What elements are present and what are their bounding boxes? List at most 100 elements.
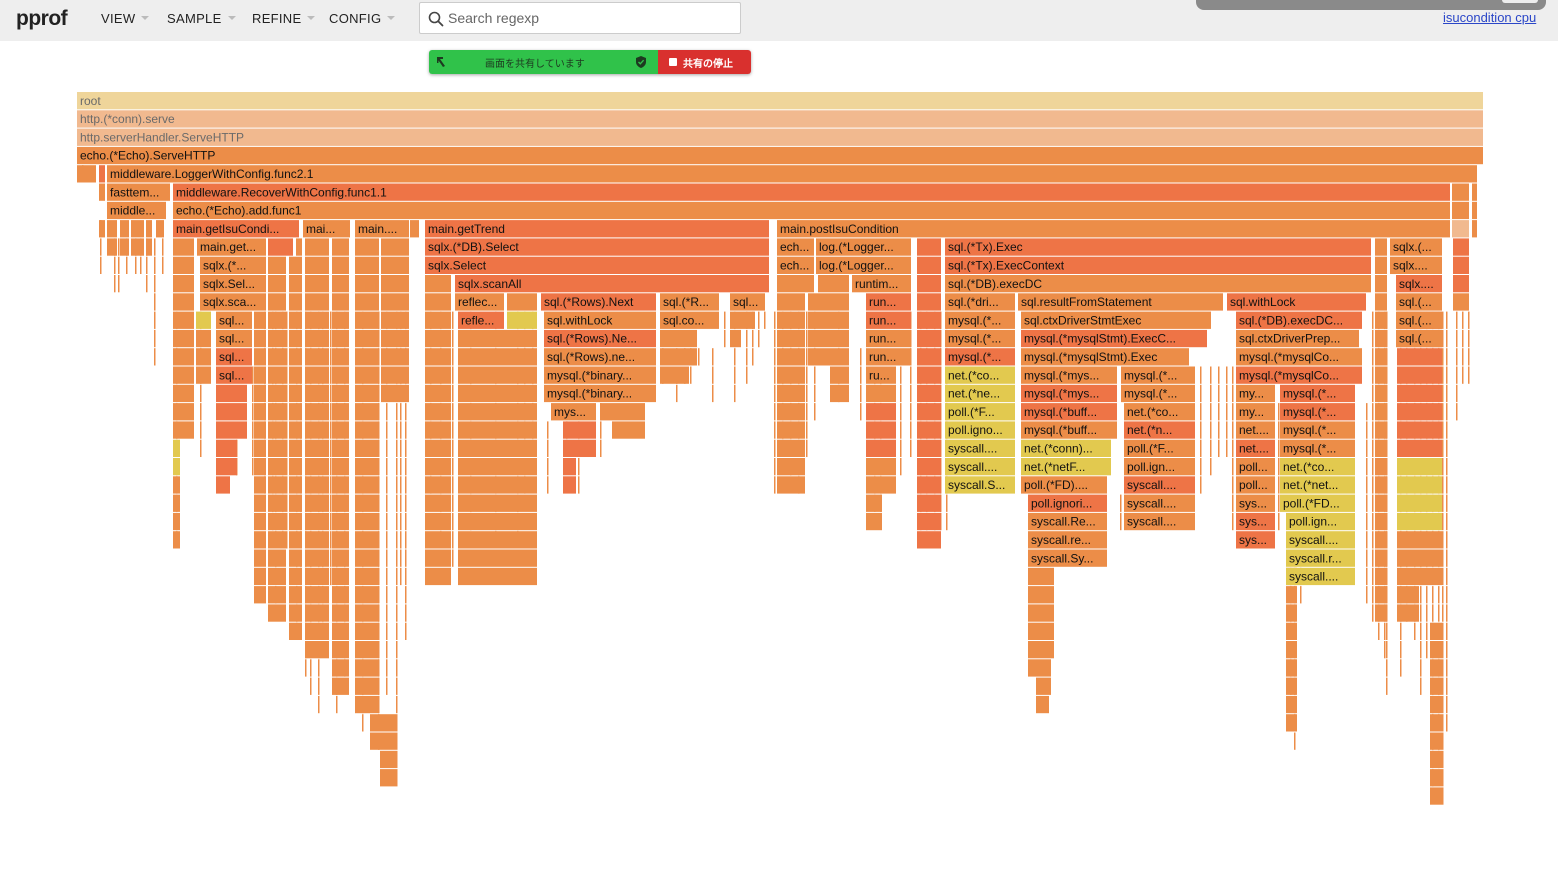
- flame-frame-sliver[interactable]: [286, 384, 288, 403]
- flame-frame[interactable]: [1375, 348, 1387, 366]
- flame-frame[interactable]: [458, 494, 537, 512]
- flame-frame-sliver[interactable]: [330, 494, 332, 512]
- flame-frame[interactable]: [425, 494, 451, 512]
- flame-frame-sliver[interactable]: [600, 421, 602, 439]
- flame-frame[interactable]: [507, 293, 537, 311]
- flame-frame-sliver[interactable]: [252, 366, 254, 384]
- flame-frame-sliver[interactable]: [1426, 586, 1428, 604]
- flame-frame-sliver[interactable]: [1442, 512, 1444, 531]
- flame-frame-sliver[interactable]: [1442, 348, 1444, 366]
- flame-frame-sliver[interactable]: [1442, 366, 1444, 384]
- flame-frame[interactable]: [458, 512, 537, 531]
- flame-frame[interactable]: [355, 677, 379, 695]
- flame-frame-sliver[interactable]: [330, 311, 332, 329]
- flame-frame[interactable]: [355, 641, 379, 659]
- flame-frame-sliver[interactable]: [900, 439, 902, 457]
- flame-frame-sliver[interactable]: [806, 311, 808, 329]
- flame-frame[interactable]: [458, 384, 537, 403]
- flame-frame[interactable]: [1397, 476, 1442, 494]
- flame-frame[interactable]: [917, 256, 941, 274]
- flame-frame-sliver[interactable]: [362, 714, 364, 732]
- flame-frame[interactable]: [777, 421, 805, 439]
- flame-frame[interactable]: [1028, 531, 1107, 549]
- flame-frame-sliver[interactable]: [1420, 604, 1422, 622]
- flame-frame-sliver[interactable]: [405, 622, 407, 640]
- flame-frame[interactable]: [305, 494, 329, 512]
- flame-frame-sliver[interactable]: [1468, 348, 1470, 366]
- flame-frame[interactable]: [1430, 732, 1442, 750]
- flame-frame[interactable]: [830, 384, 849, 403]
- flame-frame[interactable]: [107, 201, 166, 220]
- flame-frame-sliver[interactable]: [1442, 476, 1444, 494]
- flame-frame[interactable]: [563, 421, 596, 439]
- flame-frame[interactable]: [1236, 476, 1275, 494]
- flame-frame[interactable]: [1021, 458, 1111, 476]
- flame-frame-sliver[interactable]: [1420, 659, 1422, 677]
- flame-frame-sliver[interactable]: [405, 512, 407, 531]
- flame-frame-sliver[interactable]: [1446, 366, 1448, 384]
- flame-frame-sliver[interactable]: [1426, 622, 1428, 640]
- flame-frame[interactable]: [541, 293, 656, 311]
- flame-frame[interactable]: [1375, 403, 1387, 421]
- flame-frame[interactable]: [1375, 512, 1387, 531]
- flame-frame-sliver[interactable]: [386, 641, 388, 659]
- flame-frame[interactable]: [945, 403, 1015, 421]
- flame-frame[interactable]: [289, 293, 302, 311]
- flame-frame[interactable]: [1397, 421, 1442, 439]
- flame-frame-sliver[interactable]: [698, 348, 700, 366]
- flame-frame-sliver[interactable]: [900, 421, 902, 439]
- flame-frame-sliver[interactable]: [1420, 641, 1422, 659]
- flame-frame-sliver[interactable]: [146, 256, 148, 274]
- flame-frame[interactable]: [216, 384, 247, 403]
- flame-frame[interactable]: [305, 439, 329, 457]
- flame-frame[interactable]: [1286, 549, 1355, 567]
- flame-frame[interactable]: [216, 311, 252, 329]
- flame-frame[interactable]: [1375, 366, 1387, 384]
- flame-frame[interactable]: [355, 494, 379, 512]
- flame-frame-sliver[interactable]: [286, 366, 288, 384]
- flame-frame[interactable]: [1396, 311, 1442, 329]
- flame-frame[interactable]: [1375, 329, 1387, 348]
- flame-frame[interactable]: [945, 421, 1015, 439]
- flame-frame[interactable]: [305, 458, 329, 476]
- flame-frame[interactable]: [866, 512, 882, 531]
- flame-frame-sliver[interactable]: [330, 567, 332, 586]
- search-input[interactable]: [448, 7, 733, 29]
- flame-frame[interactable]: [1286, 567, 1355, 586]
- flame-frame[interactable]: [660, 366, 689, 384]
- flame-frame-sliver[interactable]: [1232, 421, 1234, 439]
- flame-frame[interactable]: [1028, 622, 1054, 640]
- flame-frame-sliver[interactable]: [1278, 439, 1280, 457]
- flame-frame-sliver[interactable]: [1446, 567, 1448, 586]
- flame-frame-sliver[interactable]: [1372, 604, 1374, 622]
- flame-frame-sliver[interactable]: [746, 366, 748, 384]
- flame-frame[interactable]: [425, 275, 451, 293]
- flame-frame[interactable]: [1375, 238, 1387, 256]
- flame-frame-sliver[interactable]: [135, 256, 137, 274]
- flame-frame-sliver[interactable]: [1366, 549, 1368, 567]
- flame-frame[interactable]: [730, 329, 741, 348]
- flame-frame[interactable]: [945, 476, 1015, 494]
- flame-frame[interactable]: [332, 348, 349, 366]
- flame-frame[interactable]: [425, 384, 451, 403]
- flame-frame[interactable]: [425, 439, 451, 457]
- flame-frame[interactable]: [268, 604, 286, 622]
- flame-frame[interactable]: [1453, 293, 1469, 311]
- flame-frame[interactable]: [332, 329, 349, 348]
- flame-frame-sliver[interactable]: [200, 384, 202, 403]
- flame-frame-sliver[interactable]: [396, 567, 398, 586]
- flame-frame[interactable]: [777, 384, 805, 403]
- flame-frame[interactable]: [268, 275, 286, 293]
- flame-frame-sliver[interactable]: [1372, 549, 1374, 567]
- flame-frame[interactable]: [1280, 458, 1355, 476]
- flame-frame-sliver[interactable]: [405, 586, 407, 604]
- flame-frame[interactable]: [216, 329, 252, 348]
- flame-frame[interactable]: [425, 293, 451, 311]
- flame-frame[interactable]: [458, 458, 537, 476]
- flame-frame[interactable]: [458, 403, 537, 421]
- flame-frame[interactable]: [289, 494, 302, 512]
- flame-frame-sliver[interactable]: [806, 329, 808, 348]
- flame-frame[interactable]: [458, 311, 504, 329]
- flame-frame[interactable]: [1286, 714, 1297, 732]
- flame-frame[interactable]: [305, 348, 329, 366]
